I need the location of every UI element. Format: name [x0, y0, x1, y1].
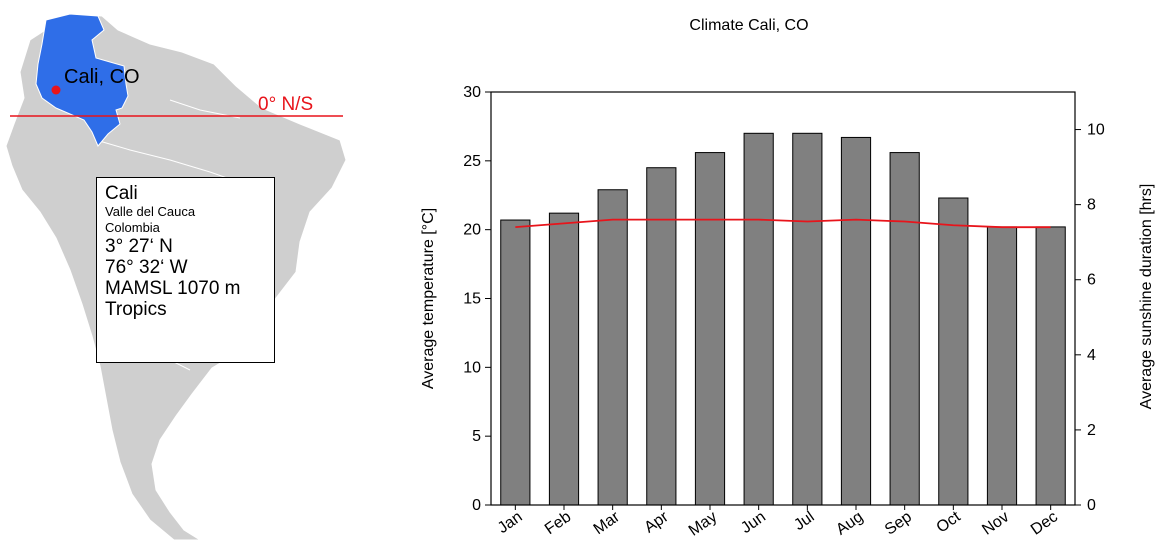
- y-tick-label: 20: [463, 222, 481, 239]
- bar-dec: [1035, 226, 1066, 506]
- info-region: Valle del Cauca: [105, 204, 196, 219]
- bars-layer: [500, 132, 1066, 506]
- colombia-shape: [35, 13, 129, 147]
- x-tick-label-jan: Jan: [495, 508, 526, 537]
- info-climate-zone: Tropics: [105, 299, 167, 320]
- y2-tick-label: 4: [1087, 347, 1096, 364]
- info-country: Colombia: [105, 220, 160, 235]
- y2-tick-label: 10: [1087, 122, 1105, 139]
- y-axis-title: Average temperature [°C]: [420, 208, 437, 389]
- bar-apr: [646, 167, 677, 506]
- info-city: Cali: [105, 183, 138, 204]
- bar-mar: [597, 189, 628, 506]
- location-map: Cali, CO 0° N/S Cali Valle del Cauca Col…: [0, 0, 360, 547]
- info-longitude: 76° 32‘ W: [105, 257, 188, 278]
- x-tick-label-may: May: [686, 508, 721, 539]
- info-elevation: MAMSL 1070 m: [105, 278, 241, 299]
- y2-tick-label: 2: [1087, 422, 1096, 439]
- x-tick-label-dec: Dec: [1028, 508, 1061, 538]
- x-tick-label-oct: Oct: [933, 508, 964, 537]
- x-tick-label-jul: Jul: [791, 508, 818, 534]
- x-tick-label-apr: Apr: [641, 508, 672, 537]
- equator-label: 0° N/S: [258, 94, 314, 115]
- y-tick-label: 10: [463, 359, 481, 376]
- city-dot: [51, 85, 61, 95]
- climate-chart: 0 5 10 15 20 25 30 0 2 4 6 8 10 Jan Feb Mar Apr May Jun Jul…: [420, 84, 1155, 540]
- bar-jun: [743, 132, 774, 506]
- x-tick-label-aug: Aug: [833, 508, 866, 538]
- y2-axis-title: Average sunshine duration [hrs]: [1138, 184, 1155, 410]
- bar-jul: [792, 132, 823, 506]
- bar-jan: [500, 219, 531, 506]
- x-tick-label-jun: Jun: [738, 508, 769, 537]
- bar-sep: [889, 152, 920, 506]
- y-tick-label: 0: [472, 497, 481, 514]
- bar-aug: [840, 136, 872, 506]
- sunshine-line: [515, 218, 1051, 229]
- location-info-box: Cali Valle del Cauca Colombia 3° 27‘ N 7…: [96, 177, 275, 363]
- y2-tick-label: 0: [1087, 497, 1096, 514]
- x-tick-label-feb: Feb: [542, 508, 574, 538]
- y-tick-label: 25: [463, 153, 481, 170]
- bar-feb: [548, 212, 580, 506]
- city-marker-label: Cali, CO: [64, 66, 140, 88]
- x-tick-label-sep: Sep: [882, 508, 915, 538]
- y2-tick-label: 6: [1087, 272, 1096, 289]
- y-tick-label: 30: [463, 84, 481, 101]
- y-tick-label: 5: [472, 428, 481, 445]
- line-layer: [515, 218, 1051, 229]
- climate-chart-panel: Climate Cali, CO 0 5 10 15 20 25 30 0 2 4 6 8 10 Jan F…: [360, 0, 1158, 547]
- bar-oct: [938, 197, 969, 506]
- bar-may: [694, 152, 726, 506]
- x-tick-label-nov: Nov: [979, 508, 1012, 538]
- info-latitude: 3° 27‘ N: [105, 236, 173, 257]
- axes-layer: 0 5 10 15 20 25 30 0 2 4 6 8 10 Jan Feb Mar Apr May Jun Jul…: [420, 84, 1155, 540]
- chart-title: Climate Cali, CO: [689, 17, 809, 34]
- bar-nov: [986, 226, 1018, 506]
- y-tick-label: 15: [463, 291, 481, 308]
- x-tick-label-mar: Mar: [591, 508, 624, 538]
- y2-tick-label: 8: [1087, 197, 1096, 214]
